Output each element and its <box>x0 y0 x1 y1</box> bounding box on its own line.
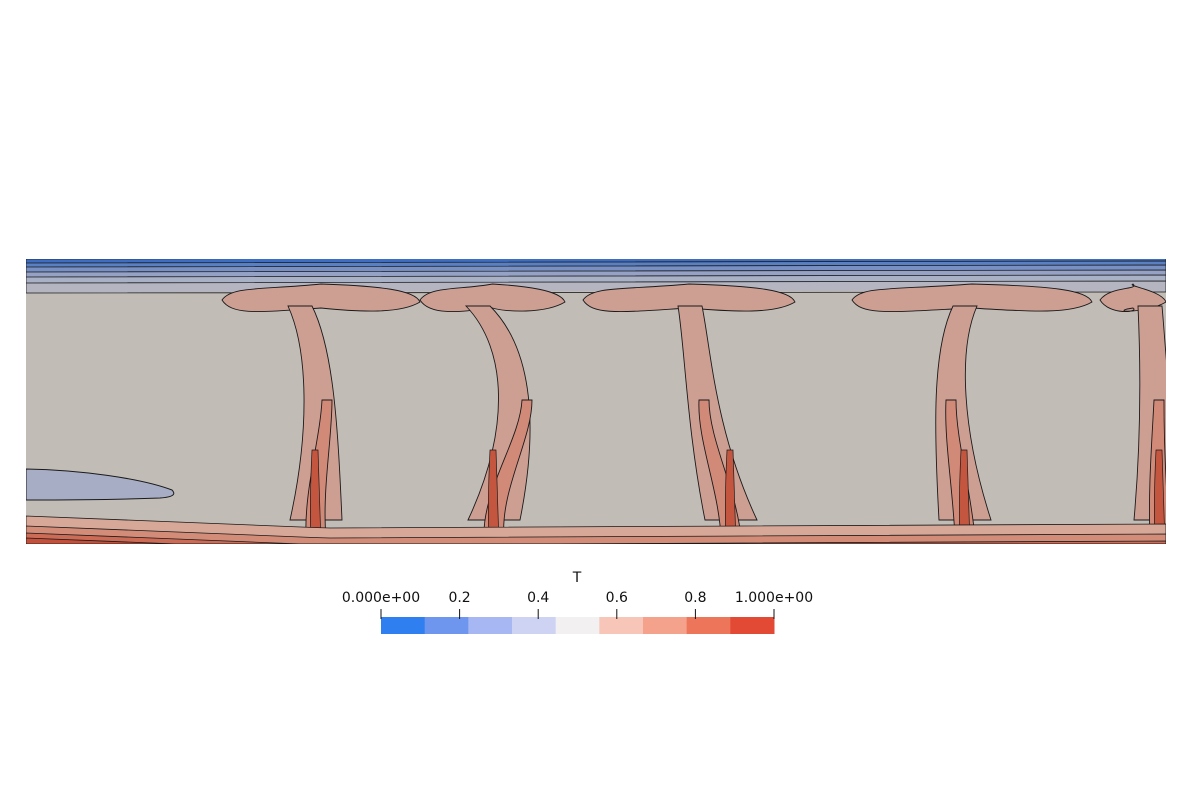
scalar-bar-band <box>730 617 775 634</box>
plume-0 <box>221 283 421 544</box>
scalar-bar-title: T <box>572 570 582 586</box>
scalar-bar-bands <box>381 617 775 634</box>
cold-pocket <box>26 468 175 501</box>
scalar-bar-band <box>468 617 513 634</box>
bottom-boundary-layer <box>26 515 1166 544</box>
scalar-bar-tick-label: 0.2 <box>448 590 470 606</box>
scalar-bar-band <box>599 617 644 634</box>
bottom-band-1 <box>26 525 1166 544</box>
scalar-bar-tick-label: 0.8 <box>684 590 706 606</box>
plume-1 <box>419 283 566 544</box>
plume-4 <box>1099 283 1166 544</box>
scalar-bar-tick-label: 1.000e+00 <box>735 590 813 606</box>
scalar-bar-band <box>512 617 557 634</box>
bottom-band-3 <box>26 537 1166 544</box>
scalar-bar-band <box>381 617 426 634</box>
scalar-bar-tick-label: 0.4 <box>527 590 549 606</box>
scalar-bar-band <box>686 617 731 634</box>
temperature-domain <box>26 259 1166 544</box>
plume-3 <box>851 283 1093 544</box>
plume-2 <box>582 283 796 544</box>
scalar-bar-tick-label: 0.000e+00 <box>342 590 420 606</box>
scalar-bar-ticks: 0.000e+00 0.2 0.4 0.6 0.8 1.000e+00 <box>342 590 813 619</box>
scalar-bar: T 0.000e+00 0.2 0.4 0.6 0.8 1.000e+00 <box>342 570 813 634</box>
plumes <box>221 283 1166 544</box>
scalar-bar-band <box>424 617 469 634</box>
scalar-bar-band <box>643 617 688 634</box>
scalar-bar-band <box>555 617 600 634</box>
scalar-bar-tick-label: 0.6 <box>606 590 628 606</box>
